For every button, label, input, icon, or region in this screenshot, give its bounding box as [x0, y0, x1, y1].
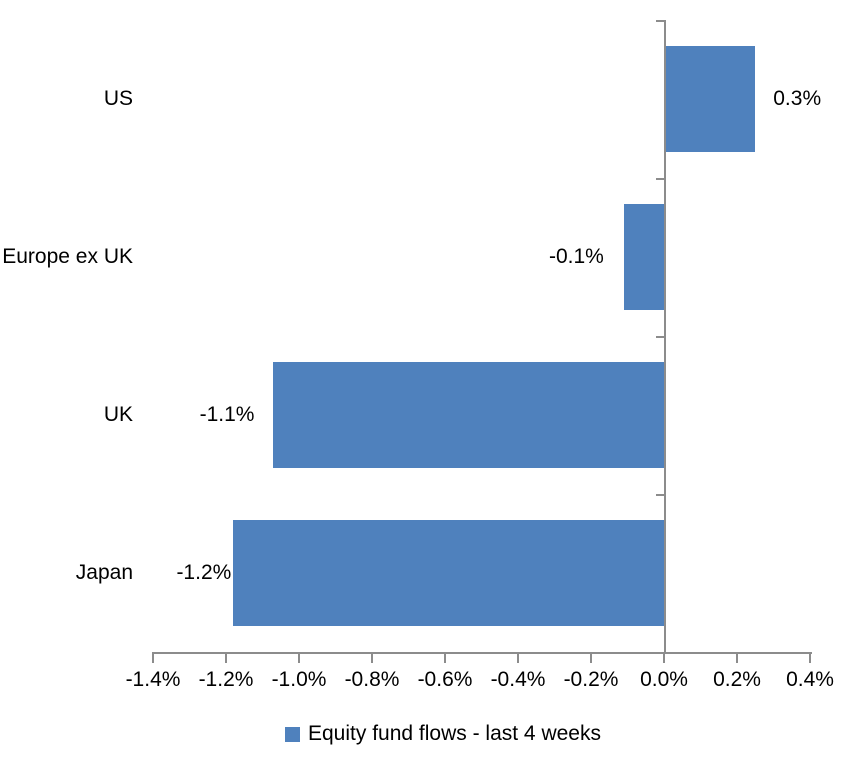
value-label-europe-ex-uk: -0.1%: [548, 245, 604, 268]
value-label-us: 0.3%: [773, 87, 822, 110]
bar-uk: [273, 362, 664, 468]
x-tick-label: 0.2%: [713, 668, 761, 691]
x-tick: [444, 652, 446, 663]
x-tick-label: -0.8%: [344, 668, 400, 691]
x-tick-label: -1.0%: [271, 668, 327, 691]
x-tick: [809, 652, 811, 663]
category-label-us: US: [103, 87, 133, 110]
x-tick: [152, 652, 154, 663]
x-tick: [371, 652, 373, 663]
x-tick: [663, 652, 665, 663]
x-tick: [225, 652, 227, 663]
value-label-uk: -1.1%: [199, 403, 255, 426]
y-axis-tick: [656, 494, 665, 496]
bar-japan: [233, 520, 664, 626]
x-tick-label: -0.4%: [490, 668, 546, 691]
y-axis-tick: [656, 336, 665, 338]
legend-label: Equity fund flows - last 4 weeks: [308, 722, 601, 745]
value-label-japan: -1.2%: [176, 561, 232, 584]
x-tick-label: 0.0%: [640, 668, 688, 691]
legend: Equity fund flows - last 4 weeks: [285, 721, 601, 747]
bar-europe-ex-uk: [623, 204, 664, 310]
category-label-europe-ex-uk: Europe ex UK: [2, 245, 133, 268]
y-axis-tick: [656, 20, 665, 22]
x-tick: [590, 652, 592, 663]
x-tick-label: -1.4%: [125, 668, 181, 691]
x-tick-label: 0.4%: [786, 668, 834, 691]
x-tick: [736, 652, 738, 663]
x-tick: [298, 652, 300, 663]
y-axis-tick: [656, 178, 665, 180]
category-label-japan: Japan: [75, 561, 133, 584]
x-tick-label: -1.2%: [198, 668, 254, 691]
x-tick-label: -0.6%: [417, 668, 473, 691]
x-axis-line: [152, 652, 812, 654]
x-tick-label: -0.2%: [563, 668, 619, 691]
zero-axis-line: [664, 20, 666, 654]
x-tick: [517, 652, 519, 663]
bar-us: [664, 46, 756, 152]
category-label-uk: UK: [103, 403, 133, 426]
legend-swatch: [285, 726, 300, 742]
